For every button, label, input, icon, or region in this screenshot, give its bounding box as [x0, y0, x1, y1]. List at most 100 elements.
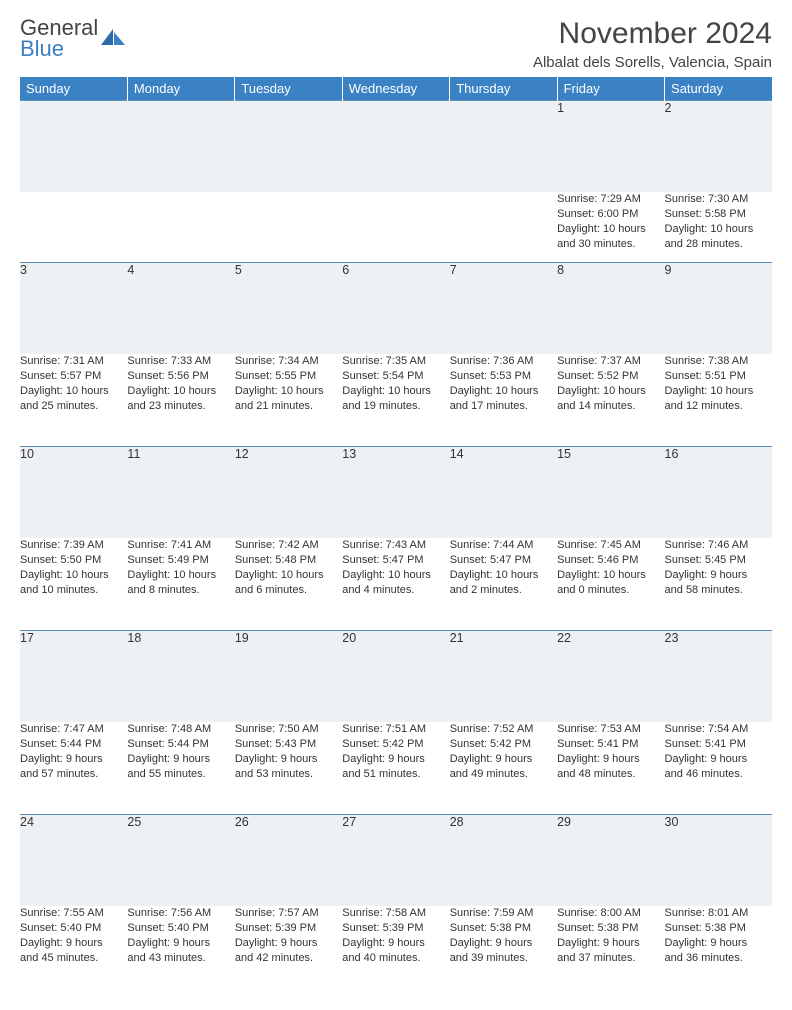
day-number: 27	[342, 814, 449, 906]
day-number	[235, 100, 342, 192]
daylight-text: and 46 minutes.	[665, 767, 772, 782]
logo: General Blue	[20, 18, 126, 60]
sunset-text: Sunset: 5:55 PM	[235, 369, 342, 384]
sunrise-text: Sunrise: 7:36 AM	[450, 354, 557, 369]
sunset-text: Sunset: 5:38 PM	[557, 921, 664, 936]
day-cell: Sunrise: 7:31 AMSunset: 5:57 PMDaylight:…	[20, 354, 127, 446]
sunset-text: Sunset: 5:56 PM	[127, 369, 234, 384]
sunrise-text: Sunrise: 7:58 AM	[342, 906, 449, 921]
day-cell: Sunrise: 7:54 AMSunset: 5:41 PMDaylight:…	[665, 722, 772, 814]
day-cell	[20, 192, 127, 262]
daynum-row: 17181920212223	[20, 630, 772, 722]
col-friday: Friday	[557, 77, 664, 101]
sunrise-text: Sunrise: 7:51 AM	[342, 722, 449, 737]
sunrise-text: Sunrise: 7:29 AM	[557, 192, 664, 207]
day-cell: Sunrise: 7:45 AMSunset: 5:46 PMDaylight:…	[557, 538, 664, 630]
sunset-text: Sunset: 5:50 PM	[20, 553, 127, 568]
sunset-text: Sunset: 5:53 PM	[450, 369, 557, 384]
sunrise-text: Sunrise: 7:31 AM	[20, 354, 127, 369]
daylight-text: and 55 minutes.	[127, 767, 234, 782]
sunrise-text: Sunrise: 7:46 AM	[665, 538, 772, 553]
daylight-text: and 58 minutes.	[665, 583, 772, 598]
day-number	[450, 100, 557, 192]
daylight-text: and 25 minutes.	[20, 399, 127, 414]
daylight-text: and 23 minutes.	[127, 399, 234, 414]
daylight-text: and 21 minutes.	[235, 399, 342, 414]
sunset-text: Sunset: 5:44 PM	[20, 737, 127, 752]
day-number: 26	[235, 814, 342, 906]
daylight-text: and 49 minutes.	[450, 767, 557, 782]
day-number: 21	[450, 630, 557, 722]
day-cell: Sunrise: 7:36 AMSunset: 5:53 PMDaylight:…	[450, 354, 557, 446]
daylight-text: Daylight: 10 hours	[665, 384, 772, 399]
content-row: Sunrise: 7:31 AMSunset: 5:57 PMDaylight:…	[20, 354, 772, 446]
sunrise-text: Sunrise: 7:41 AM	[127, 538, 234, 553]
day-number: 4	[127, 262, 234, 354]
daylight-text: Daylight: 9 hours	[342, 752, 449, 767]
day-number: 5	[235, 262, 342, 354]
day-cell: Sunrise: 7:37 AMSunset: 5:52 PMDaylight:…	[557, 354, 664, 446]
day-number: 28	[450, 814, 557, 906]
sunset-text: Sunset: 5:54 PM	[342, 369, 449, 384]
daylight-text: and 42 minutes.	[235, 951, 342, 966]
day-cell: Sunrise: 7:55 AMSunset: 5:40 PMDaylight:…	[20, 906, 127, 998]
day-cell: Sunrise: 7:42 AMSunset: 5:48 PMDaylight:…	[235, 538, 342, 630]
day-cell	[342, 192, 449, 262]
daylight-text: and 19 minutes.	[342, 399, 449, 414]
day-number: 10	[20, 446, 127, 538]
day-number: 24	[20, 814, 127, 906]
daylight-text: Daylight: 10 hours	[127, 384, 234, 399]
col-wednesday: Wednesday	[342, 77, 449, 101]
sunset-text: Sunset: 5:43 PM	[235, 737, 342, 752]
day-cell: Sunrise: 8:00 AMSunset: 5:38 PMDaylight:…	[557, 906, 664, 998]
daylight-text: Daylight: 10 hours	[235, 384, 342, 399]
col-monday: Monday	[127, 77, 234, 101]
day-number: 13	[342, 446, 449, 538]
sunset-text: Sunset: 5:47 PM	[342, 553, 449, 568]
sunset-text: Sunset: 5:45 PM	[665, 553, 772, 568]
day-number: 20	[342, 630, 449, 722]
day-cell: Sunrise: 7:29 AMSunset: 6:00 PMDaylight:…	[557, 192, 664, 262]
sunrise-text: Sunrise: 8:00 AM	[557, 906, 664, 921]
daylight-text: and 40 minutes.	[342, 951, 449, 966]
sunrise-text: Sunrise: 7:48 AM	[127, 722, 234, 737]
daylight-text: Daylight: 9 hours	[557, 936, 664, 951]
day-cell: Sunrise: 7:59 AMSunset: 5:38 PMDaylight:…	[450, 906, 557, 998]
daylight-text: Daylight: 10 hours	[557, 222, 664, 237]
sunrise-text: Sunrise: 7:45 AM	[557, 538, 664, 553]
day-cell: Sunrise: 7:34 AMSunset: 5:55 PMDaylight:…	[235, 354, 342, 446]
day-number	[127, 100, 234, 192]
day-cell: Sunrise: 7:50 AMSunset: 5:43 PMDaylight:…	[235, 722, 342, 814]
sunset-text: Sunset: 5:38 PM	[665, 921, 772, 936]
sunset-text: Sunset: 5:42 PM	[342, 737, 449, 752]
daylight-text: and 37 minutes.	[557, 951, 664, 966]
daylight-text: Daylight: 9 hours	[450, 936, 557, 951]
daylight-text: and 6 minutes.	[235, 583, 342, 598]
daylight-text: Daylight: 9 hours	[235, 936, 342, 951]
sunrise-text: Sunrise: 7:34 AM	[235, 354, 342, 369]
day-number: 2	[665, 100, 772, 192]
daylight-text: and 2 minutes.	[450, 583, 557, 598]
col-sunday: Sunday	[20, 77, 127, 101]
daylight-text: Daylight: 9 hours	[342, 936, 449, 951]
daylight-text: Daylight: 10 hours	[450, 568, 557, 583]
daynum-row: 12	[20, 100, 772, 192]
day-cell: Sunrise: 7:30 AMSunset: 5:58 PMDaylight:…	[665, 192, 772, 262]
day-cell: Sunrise: 7:52 AMSunset: 5:42 PMDaylight:…	[450, 722, 557, 814]
daylight-text: Daylight: 9 hours	[235, 752, 342, 767]
daylight-text: Daylight: 9 hours	[665, 936, 772, 951]
content-row: Sunrise: 7:55 AMSunset: 5:40 PMDaylight:…	[20, 906, 772, 998]
sunset-text: Sunset: 5:41 PM	[665, 737, 772, 752]
sunset-text: Sunset: 5:51 PM	[665, 369, 772, 384]
daylight-text: Daylight: 9 hours	[665, 568, 772, 583]
sunrise-text: Sunrise: 7:56 AM	[127, 906, 234, 921]
day-number	[342, 100, 449, 192]
title-block: November 2024 Albalat dels Sorells, Vale…	[533, 18, 772, 71]
sunset-text: Sunset: 5:39 PM	[235, 921, 342, 936]
day-cell: Sunrise: 7:53 AMSunset: 5:41 PMDaylight:…	[557, 722, 664, 814]
daylight-text: and 28 minutes.	[665, 237, 772, 252]
daylight-text: Daylight: 10 hours	[342, 384, 449, 399]
daylight-text: and 51 minutes.	[342, 767, 449, 782]
daylight-text: and 36 minutes.	[665, 951, 772, 966]
daylight-text: and 10 minutes.	[20, 583, 127, 598]
